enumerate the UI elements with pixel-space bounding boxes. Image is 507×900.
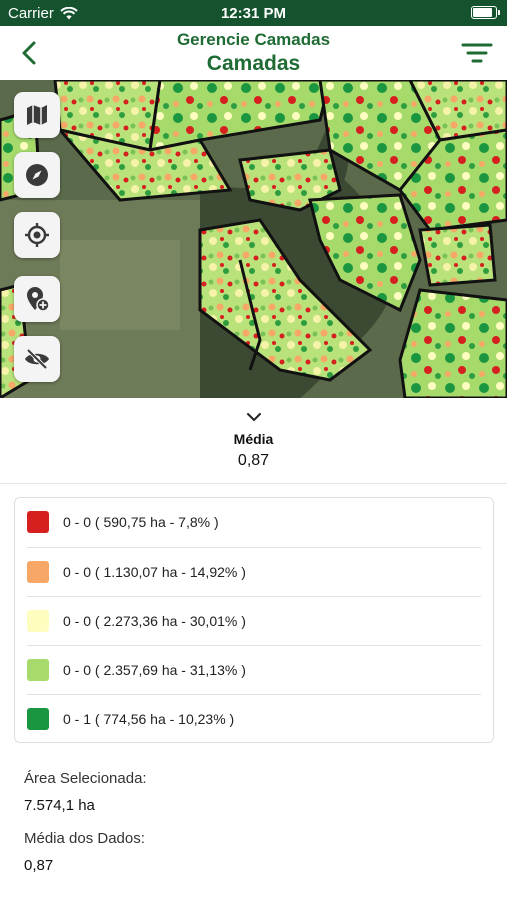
legend-text: 0 - 0 ( 1.130,07 ha - 14,92% ) — [63, 564, 246, 580]
summary-panel: Média 0,87 — [0, 398, 507, 484]
back-arrow-icon[interactable] — [14, 38, 44, 68]
legend-text: 0 - 0 ( 2.273,36 ha - 30,01% ) — [63, 613, 246, 629]
header-titles: Gerencie Camadas Camadas — [0, 30, 507, 76]
battery-fill — [473, 8, 492, 17]
summary-value: 0,87 — [237, 452, 270, 469]
chevron-down-icon[interactable] — [246, 412, 262, 422]
legend-item: 0 - 0 ( 2.357,69 ha - 31,13% ) — [27, 645, 481, 693]
legend-swatch — [27, 658, 49, 681]
legend-text: 0 - 0 ( 2.357,69 ha - 31,13% ) — [63, 662, 246, 678]
summary-label: Média — [233, 431, 274, 447]
map-imagery — [0, 80, 507, 398]
legend-detail: ( 2.357,69 ha - 31,13% ) — [94, 661, 246, 678]
clock: 12:31 PM — [220, 5, 287, 22]
carrier-info: Carrier — [8, 5, 78, 22]
legend-swatch — [27, 707, 49, 730]
satellite-map[interactable] — [0, 80, 507, 398]
carrier-label: Carrier — [8, 5, 54, 22]
legend-swatch — [27, 511, 49, 533]
legend-text: 0 - 1 ( 774,56 ha - 10,23% ) — [63, 711, 234, 727]
legend-range: 0 - 0 — [63, 612, 92, 629]
data-average-label: Média dos Dados: — [24, 830, 145, 847]
legend-range: 0 - 1 — [63, 710, 92, 727]
legend-swatch — [27, 560, 49, 583]
legend-detail: ( 2.273,36 ha - 30,01% ) — [94, 612, 246, 629]
legend-item: 0 - 0 ( 1.130,07 ha - 14,92% ) — [27, 547, 481, 595]
map-icon — [27, 105, 47, 125]
header-subtitle: Gerencie Camadas — [176, 30, 331, 49]
visibility-toggle-button[interactable] — [14, 336, 60, 382]
legend-swatch — [27, 609, 49, 632]
legend-item: 0 - 1 ( 774,56 ha - 10,23% ) — [27, 694, 481, 742]
add-pin-button[interactable] — [14, 276, 60, 322]
locate-button[interactable] — [14, 212, 60, 258]
data-average-value: 0,87 — [24, 857, 54, 874]
legend-range: 0 - 0 — [63, 514, 92, 530]
status-bar: Carrier 12:31 PM — [0, 0, 507, 26]
compass-icon — [26, 164, 48, 186]
navigation-header: Gerencie Camadas Camadas — [0, 26, 507, 80]
layers-map-button[interactable] — [14, 92, 60, 138]
legend-item: 0 - 0 ( 590,75 ha - 7,8% ) — [27, 498, 481, 546]
selected-area-label: Área Selecionada: — [24, 770, 147, 787]
page-title: Camadas — [206, 52, 301, 75]
legend-detail: ( 590,75 ha - 7,8% ) — [94, 514, 219, 530]
legend-card: 0 - 0 ( 590,75 ha - 7,8% ) 0 - 0 ( 1.130… — [14, 497, 494, 743]
crosshair-icon — [25, 223, 49, 247]
wifi-icon — [60, 7, 78, 20]
filter-icon[interactable] — [461, 40, 493, 66]
eye-off-icon — [25, 348, 49, 370]
legend-text: 0 - 0 ( 590,75 ha - 7,8% ) — [63, 514, 219, 530]
add-location-icon — [27, 287, 50, 312]
legend-range: 0 - 0 — [63, 563, 92, 580]
compass-button[interactable] — [14, 152, 60, 198]
legend-item: 0 - 0 ( 2.273,36 ha - 30,01% ) — [27, 596, 481, 644]
legend-detail: ( 1.130,07 ha - 14,92% ) — [94, 563, 246, 580]
legend-detail: ( 774,56 ha - 10,23% ) — [94, 710, 235, 727]
legend-range: 0 - 0 — [63, 661, 92, 678]
selected-area-value: 7.574,1 ha — [24, 797, 95, 814]
battery-icon — [471, 6, 500, 19]
